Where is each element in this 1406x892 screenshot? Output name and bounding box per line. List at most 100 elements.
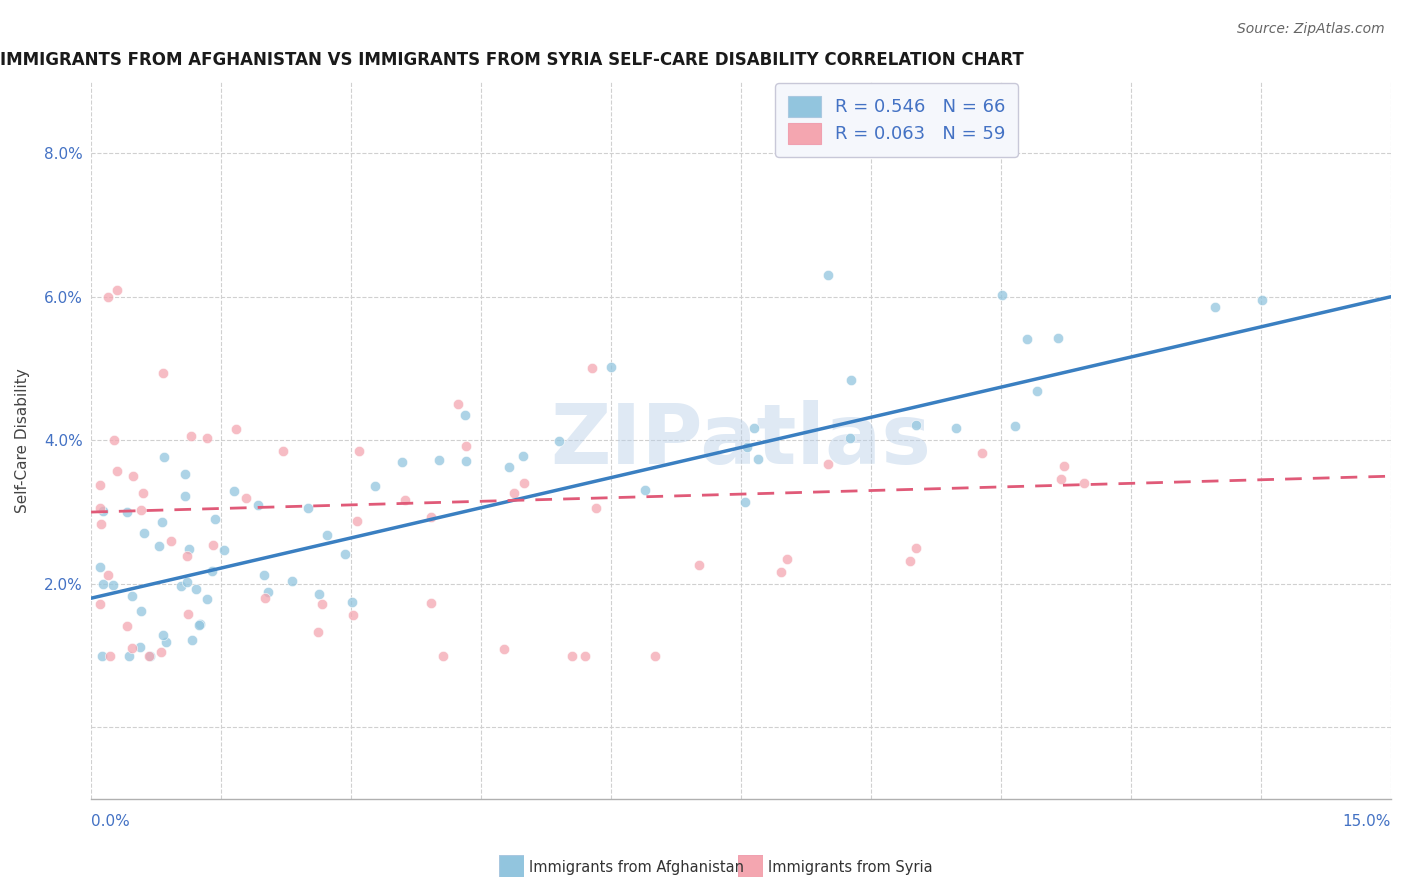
Point — [513, 476, 536, 491]
Point — [128, 640, 150, 654]
Point — [574, 648, 596, 663]
Text: Source: ZipAtlas.com: Source: ZipAtlas.com — [1237, 22, 1385, 37]
Point — [89, 478, 111, 492]
Point — [747, 452, 769, 467]
Point — [115, 619, 138, 633]
Point — [420, 596, 443, 610]
Point — [212, 542, 235, 557]
Point — [1053, 458, 1076, 473]
Point — [91, 576, 114, 591]
Point — [174, 489, 197, 503]
Point — [512, 449, 534, 463]
Point — [224, 483, 246, 498]
Point — [121, 589, 143, 603]
Point — [838, 431, 860, 445]
Text: Immigrants from Syria: Immigrants from Syria — [768, 860, 932, 874]
Point — [186, 582, 208, 596]
Point — [498, 459, 520, 474]
Point — [152, 367, 174, 381]
Point — [585, 500, 607, 515]
Point — [188, 616, 211, 631]
Point — [634, 483, 657, 498]
Point — [447, 397, 470, 411]
Point — [152, 628, 174, 642]
Point — [391, 455, 413, 469]
Point — [427, 452, 450, 467]
Point — [180, 428, 202, 442]
Point — [225, 421, 247, 435]
Text: 15.0%: 15.0% — [1343, 814, 1391, 829]
Point — [132, 485, 155, 500]
Point — [202, 538, 225, 552]
Point — [1049, 472, 1071, 486]
Point — [115, 505, 138, 519]
Point — [394, 493, 416, 508]
Point — [600, 360, 623, 375]
Point — [1251, 293, 1274, 307]
Point — [170, 579, 193, 593]
Text: IMMIGRANTS FROM AFGHANISTAN VS IMMIGRANTS FROM SYRIA SELF-CARE DISABILITY CORREL: IMMIGRANTS FROM AFGHANISTAN VS IMMIGRANT… — [0, 51, 1024, 69]
Point — [342, 607, 364, 622]
Point — [1046, 331, 1069, 345]
Point — [1025, 384, 1047, 399]
Point — [122, 469, 145, 483]
Point — [117, 648, 139, 663]
Point — [307, 624, 329, 639]
Point — [970, 446, 993, 460]
Point — [97, 567, 120, 582]
Point — [547, 434, 569, 448]
Point — [201, 564, 224, 578]
Point — [195, 431, 218, 445]
Point — [271, 444, 294, 458]
Point — [257, 585, 280, 599]
Text: Immigrants from Afghanistan: Immigrants from Afghanistan — [529, 860, 744, 874]
Point — [160, 534, 183, 549]
Point — [152, 450, 174, 464]
Point — [188, 618, 211, 632]
Point — [129, 503, 152, 517]
Text: ZIPatlas: ZIPatlas — [551, 400, 932, 481]
Point — [150, 644, 173, 658]
Point — [346, 514, 368, 528]
Point — [561, 648, 583, 663]
Point — [252, 568, 274, 582]
Point — [735, 440, 758, 454]
Point — [90, 516, 112, 531]
Point — [688, 558, 710, 572]
Point — [97, 290, 120, 304]
Point — [432, 648, 454, 663]
Point — [734, 495, 756, 509]
Point — [138, 648, 160, 663]
Point — [817, 457, 839, 471]
Point — [247, 498, 270, 512]
Point — [991, 287, 1014, 301]
Point — [839, 373, 862, 387]
Point — [176, 574, 198, 589]
Point — [776, 552, 799, 566]
Point — [364, 478, 387, 492]
Point — [132, 525, 155, 540]
Point — [905, 541, 928, 556]
Point — [898, 554, 921, 568]
Point — [1073, 475, 1095, 490]
Point — [131, 604, 153, 618]
Point — [139, 648, 162, 663]
Point — [342, 595, 364, 609]
Point — [769, 565, 792, 579]
Point — [89, 500, 111, 515]
Point — [90, 648, 112, 663]
Point — [105, 464, 128, 478]
Point — [1204, 301, 1226, 315]
Point — [316, 528, 339, 542]
Point — [1004, 419, 1026, 434]
Point — [419, 510, 441, 524]
Point — [280, 574, 302, 589]
Point — [103, 434, 125, 448]
Point — [204, 512, 226, 526]
Point — [333, 547, 356, 561]
Point — [581, 361, 603, 376]
Point — [103, 578, 125, 592]
Point — [454, 408, 477, 422]
Point — [1017, 332, 1039, 346]
Point — [155, 635, 177, 649]
